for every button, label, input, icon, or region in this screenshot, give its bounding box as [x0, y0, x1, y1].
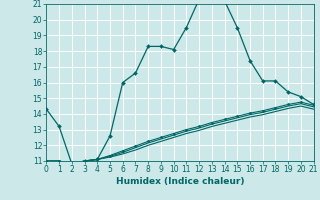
X-axis label: Humidex (Indice chaleur): Humidex (Indice chaleur) [116, 177, 244, 186]
